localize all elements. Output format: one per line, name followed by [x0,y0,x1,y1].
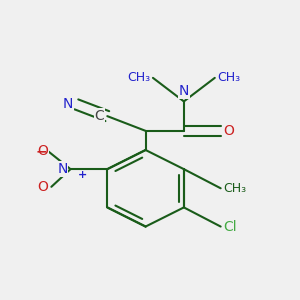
Text: Cl: Cl [224,220,237,234]
Text: CH₃: CH₃ [218,71,241,84]
Text: N: N [179,85,189,98]
Text: CH₃: CH₃ [224,182,247,195]
Text: N: N [57,162,68,176]
Text: C: C [94,109,104,123]
Text: +: + [78,170,87,180]
Text: −: − [35,144,47,158]
Text: O: O [38,180,48,194]
Text: CH₃: CH₃ [127,71,150,84]
Text: O: O [224,124,235,138]
Text: O: O [37,145,48,158]
Text: N: N [63,98,74,111]
